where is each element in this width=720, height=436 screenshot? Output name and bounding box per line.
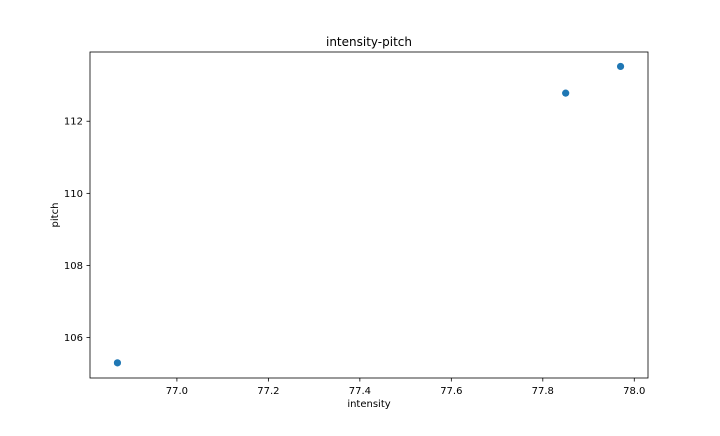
scatter-point [616,62,625,71]
x-tick-label: 77.0 [166,386,188,397]
scatter-point [562,89,570,97]
x-tick-label: 77.2 [257,386,279,397]
y-axis-label: pitch [50,203,61,228]
x-tick-label: 77.8 [532,386,554,397]
x-axis-label: intensity [347,399,390,410]
chart-title: intensity-pitch [326,35,412,49]
y-axis-ticks: 106 108 110 112 [64,117,90,344]
x-tick-label: 78.0 [623,386,645,397]
x-axis-ticks: 77.0 77.2 77.4 77.6 77.8 78.0 [166,378,645,397]
scatter-point [113,359,122,367]
x-tick-label: 77.6 [440,386,462,397]
y-tick-label: 108 [64,261,83,272]
y-tick-label: 106 [64,333,83,344]
data-points [113,62,625,367]
y-tick-label: 110 [64,189,83,200]
plot-area-frame [89,51,649,379]
y-tick-label: 112 [64,117,83,128]
x-tick-label: 77.4 [349,386,371,397]
